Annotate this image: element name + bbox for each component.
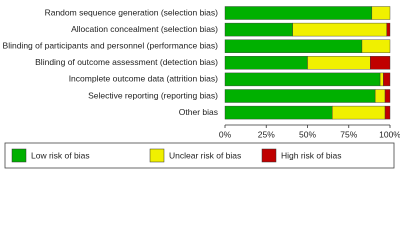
category-label: Blinding of participants and personnel (… — [3, 40, 219, 50]
x-tick-label: 0% — [219, 129, 232, 139]
x-tick-label: 100% — [379, 129, 400, 139]
bar-segment — [386, 22, 391, 37]
x-tick-label: 50% — [299, 129, 316, 139]
bar-segment — [224, 56, 308, 70]
category-label: Selective reporting (reporting bias) — [88, 90, 218, 100]
chart: Random sequence generation (selection bi… — [3, 6, 400, 169]
bar-segment — [224, 89, 376, 103]
legend-label: High risk of bias — [281, 150, 341, 160]
category-label: Other bias — [179, 107, 218, 117]
x-tick-label: 75% — [340, 129, 357, 139]
bar-segment — [384, 105, 391, 120]
category-label: Allocation concealment (selection bias) — [71, 24, 218, 34]
bar-segment — [307, 56, 371, 70]
bar-segment — [361, 39, 391, 53]
bar-segment — [384, 89, 391, 103]
bar-segment — [224, 39, 363, 53]
bar-segment — [292, 22, 387, 37]
bar-segment — [370, 56, 391, 70]
category-label: Random sequence generation (selection bi… — [45, 7, 219, 17]
legend-label: Low risk of bias — [31, 150, 90, 160]
legend-box — [4, 142, 395, 169]
bar-segment — [224, 6, 373, 20]
bar-segment — [224, 105, 333, 120]
bar-segment — [374, 89, 386, 103]
x-tick-label: 25% — [258, 129, 275, 139]
legend-swatch — [11, 148, 27, 163]
bar-segment — [383, 72, 391, 87]
category-label: Blinding of outcome assessment (detectio… — [35, 57, 218, 67]
bar-segment — [224, 22, 293, 37]
bar-segment — [371, 6, 391, 20]
bar-segment — [379, 72, 384, 87]
bar-segment — [224, 72, 381, 87]
legend-swatch — [261, 148, 277, 163]
category-label: Incomplete outcome data (attrition bias) — [69, 74, 218, 84]
legend-swatch — [149, 148, 165, 163]
bar-segment — [332, 105, 386, 120]
legend-label: Unclear risk of bias — [169, 150, 241, 160]
